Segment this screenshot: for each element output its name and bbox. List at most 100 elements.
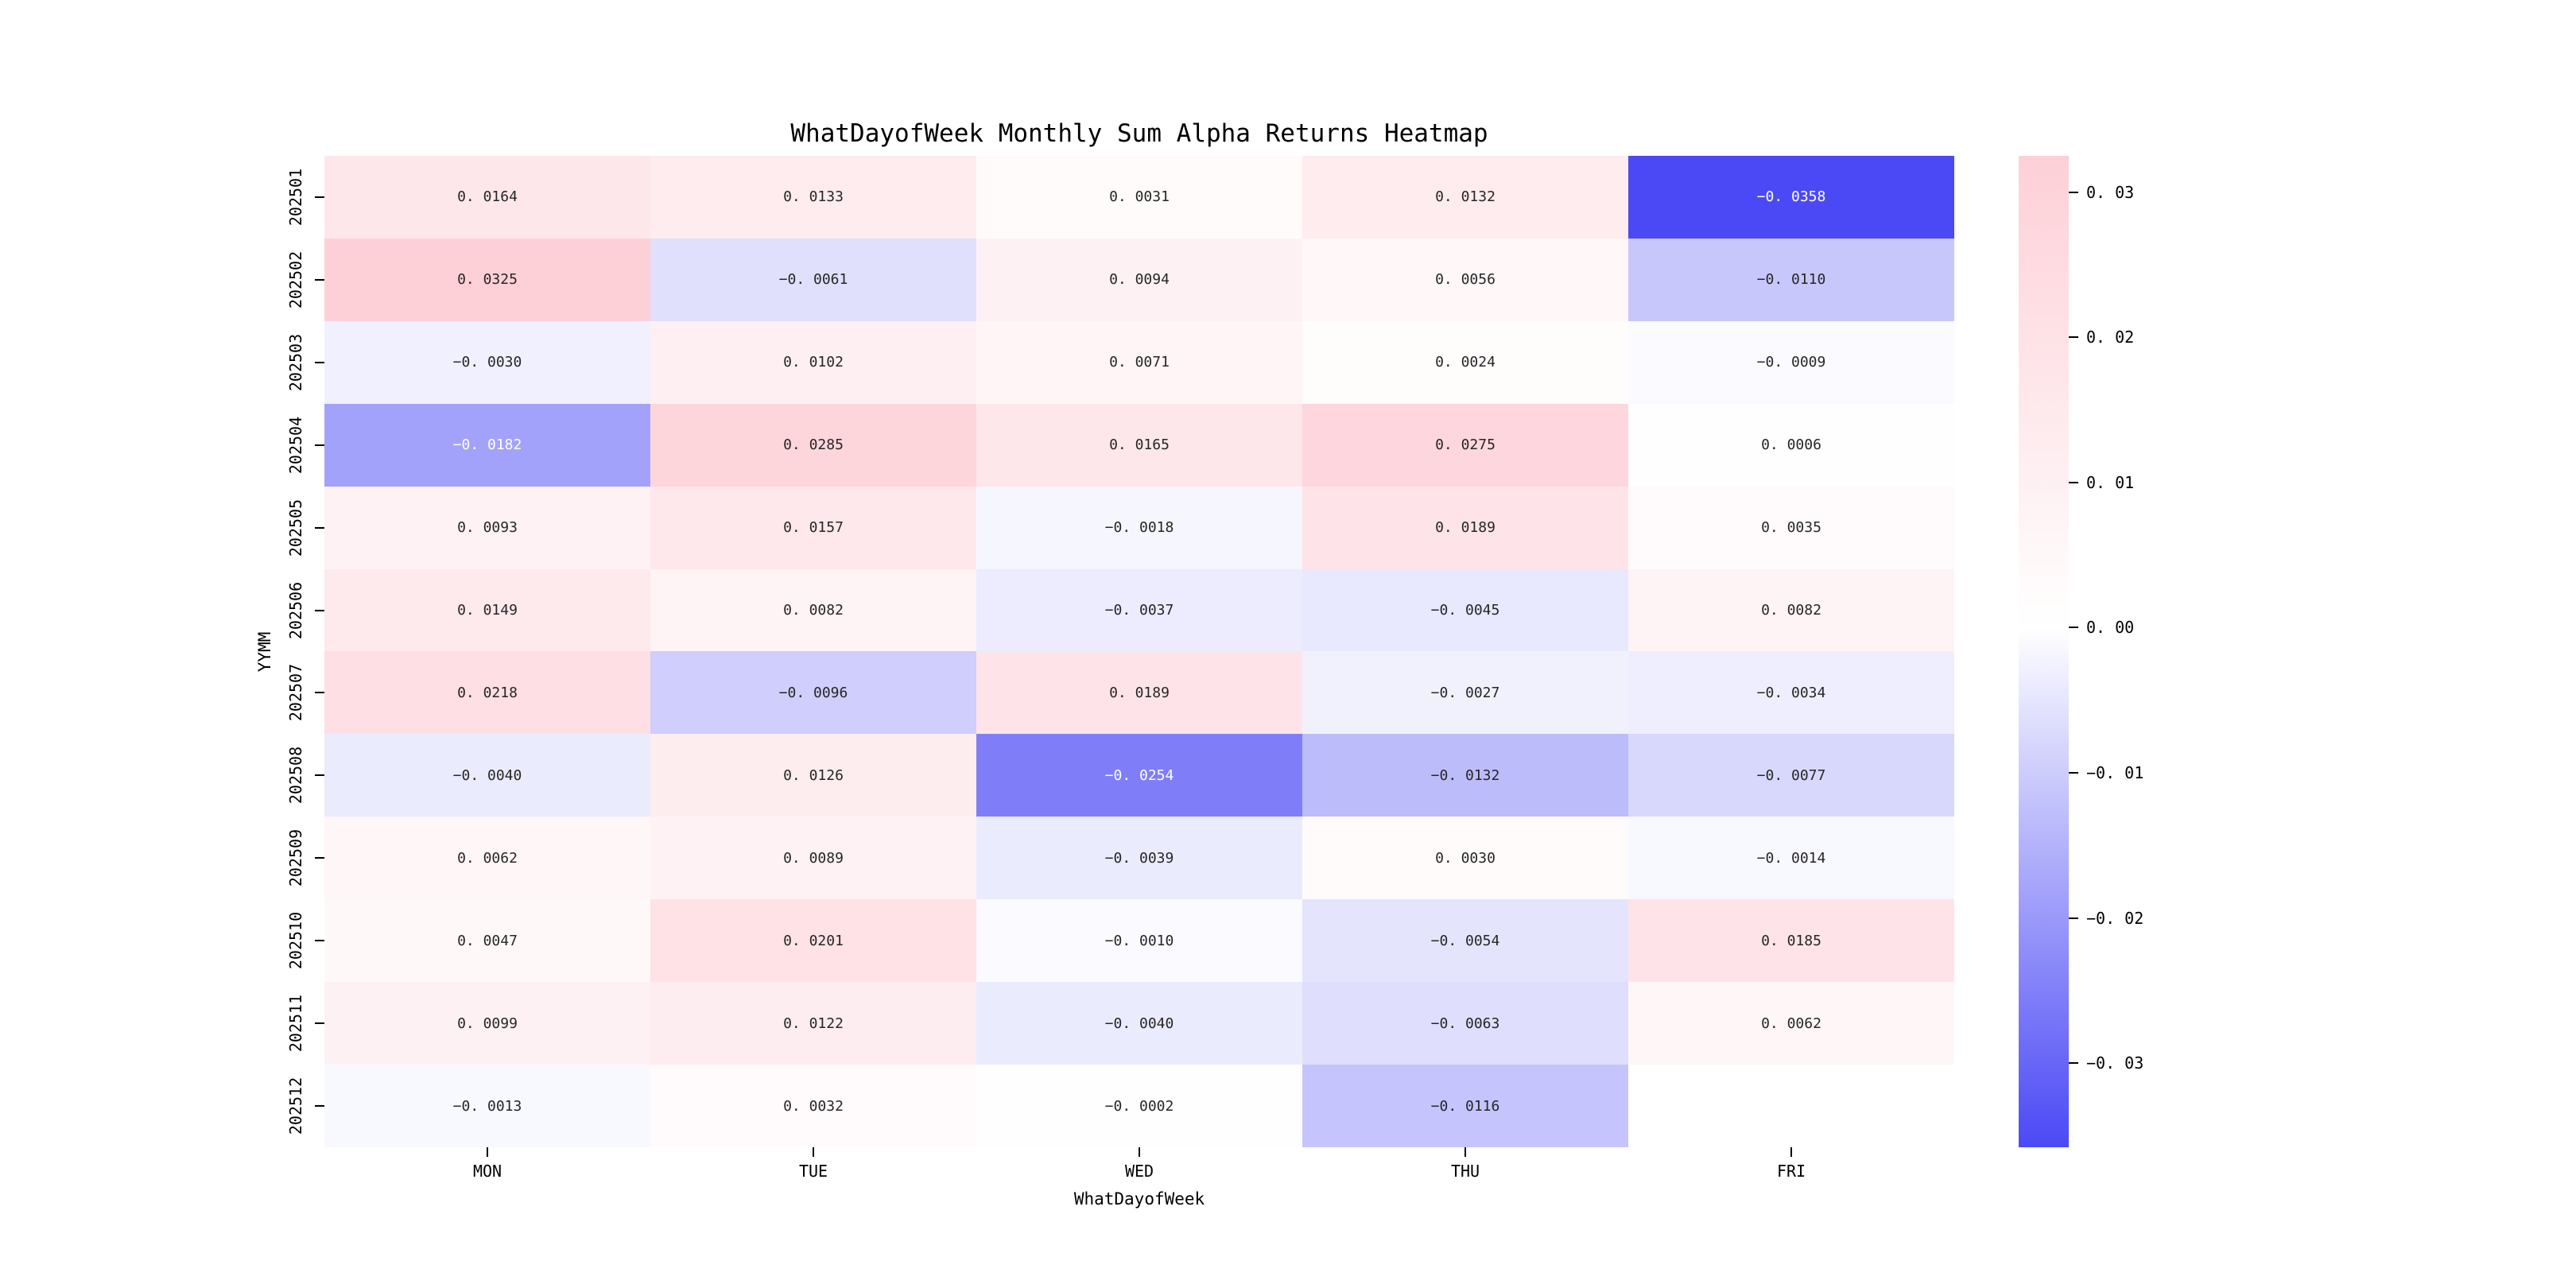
colorbar-tick-label: 0. 01	[2086, 472, 2135, 492]
cell-value: −0. 0037	[1104, 602, 1174, 619]
x-tick-label: TUE	[798, 1162, 828, 1181]
heatmap-cell: −0. 0037	[976, 568, 1302, 652]
heatmap-cell: 0. 0285	[650, 403, 976, 487]
cell-value: −0. 0132	[1430, 766, 1500, 784]
y-tick-label: 202510	[286, 912, 305, 970]
x-tick-label: WED	[1124, 1162, 1154, 1181]
cell-value: −0. 0358	[1756, 188, 1826, 206]
cell-value: −0. 0010	[1104, 932, 1174, 949]
colorbar-tickmark	[2069, 917, 2078, 919]
cell-value: 0. 0164	[457, 188, 518, 206]
y-tick-label: 202509	[286, 829, 305, 887]
heatmap-cell: −0. 0040	[976, 982, 1302, 1065]
y-tickmark	[315, 774, 324, 777]
colorbar-tickmark	[2069, 336, 2078, 339]
heatmap-cell: −0. 0182	[324, 403, 650, 487]
colorbar-tick-label: −0. 02	[2086, 908, 2144, 928]
heatmap-cell: 0. 0102	[650, 320, 976, 404]
colorbar-tickmark	[2069, 771, 2078, 774]
cell-value: −0. 0061	[778, 271, 848, 289]
heatmap-cell: 0. 0133	[650, 156, 976, 239]
y-tick-label: 202506	[286, 581, 305, 639]
cell-value: 0. 0149	[457, 602, 518, 619]
y-tickmark	[315, 444, 324, 446]
heatmap-cell: 0. 0062	[324, 817, 650, 900]
heatmap-cell: −0. 0014	[1628, 817, 1954, 900]
cell-value: −0. 0182	[452, 436, 522, 454]
cell-value: −0. 0040	[452, 766, 522, 784]
colorbar-tickmark	[2069, 191, 2078, 193]
heatmap-cell: −0. 0013	[324, 1065, 650, 1147]
cell-value: −0. 0254	[1104, 766, 1174, 784]
heatmap-grid: 0. 0164 0. 0133 0. 0031 0. 0132 −0. 0358 0. 0…	[324, 156, 1954, 1147]
cell-value: −0. 0013	[452, 1097, 522, 1115]
heatmap-cell: 0. 0122	[650, 982, 976, 1065]
y-tick-label: 202512	[286, 1077, 305, 1135]
cell-value: −0. 0045	[1430, 602, 1500, 619]
cell-value: 0. 0189	[1109, 684, 1170, 701]
heatmap-cell: 0. 0006	[1628, 403, 1954, 487]
x-tickmark	[487, 1147, 488, 1157]
cell-value: 0. 0157	[783, 519, 844, 537]
colorbar-tick-label: 0. 02	[2086, 328, 2135, 347]
heatmap-cell: 0. 0047	[324, 899, 650, 983]
y-tick-label: 202502	[286, 250, 305, 308]
heatmap-cell: 0. 0201	[650, 899, 976, 983]
cell-value: 0. 0099	[457, 1014, 518, 1032]
cell-value: −0. 0063	[1430, 1014, 1500, 1032]
cell-value: −0. 0030	[452, 354, 522, 371]
heatmap-cell: 0. 0035	[1628, 486, 1954, 569]
cell-value: 0. 0189	[1435, 519, 1496, 537]
cell-value: 0. 0062	[457, 849, 518, 867]
cell-value: 0. 0082	[783, 602, 844, 619]
heatmap-cell: 0. 0189	[1302, 486, 1628, 569]
y-tickmark	[315, 857, 324, 859]
heatmap-cell: 0. 0030	[1302, 817, 1628, 900]
heatmap-cell: 0. 0032	[650, 1065, 976, 1147]
heatmap-cell-empty	[1628, 1065, 1954, 1147]
heatmap-cell: −0. 0034	[1628, 651, 1954, 735]
cell-value: −0. 0009	[1756, 354, 1826, 371]
y-tickmark	[315, 278, 324, 281]
y-tick-label: 202501	[286, 168, 305, 227]
colorbar	[2019, 156, 2069, 1147]
colorbar-tick-label: 0. 00	[2086, 618, 2135, 638]
cell-value: 0. 0093	[457, 519, 518, 537]
x-tick-label: MON	[472, 1162, 502, 1181]
cell-value: −0. 0077	[1756, 766, 1826, 784]
cell-value: 0. 0032	[783, 1097, 844, 1115]
colorbar-tick-label: −0. 01	[2086, 762, 2144, 782]
x-tick-label: THU	[1450, 1162, 1480, 1181]
colorbar-tick-label: 0. 03	[2086, 182, 2135, 202]
heatmap-cell: 0. 0218	[324, 651, 650, 735]
cell-value: −0. 0027	[1430, 684, 1500, 701]
cell-value: 0. 0056	[1435, 271, 1496, 289]
heatmap-cell: −0. 0054	[1302, 899, 1628, 983]
heatmap-cell: −0. 0039	[976, 817, 1302, 900]
y-tickmark	[315, 692, 324, 694]
heatmap-cell: 0. 0157	[650, 486, 976, 569]
heatmap-cell: −0. 0010	[976, 899, 1302, 983]
heatmap-cell: 0. 0094	[976, 238, 1302, 321]
heatmap-cell: 0. 0126	[650, 734, 976, 817]
heatmap-cell: −0. 0045	[1302, 568, 1628, 652]
y-tickmark	[315, 196, 324, 198]
cell-value: 0. 0126	[783, 766, 844, 784]
heatmap-cell: −0. 0110	[1628, 238, 1954, 321]
heatmap-cell: 0. 0132	[1302, 156, 1628, 239]
y-tickmark	[315, 940, 324, 942]
heatmap-cell: 0. 0185	[1628, 899, 1954, 983]
heatmap-cell: −0. 0063	[1302, 982, 1628, 1065]
y-tick-label: 202505	[286, 499, 305, 557]
y-tick-label: 202507	[286, 664, 305, 722]
y-tickmark	[315, 1105, 324, 1108]
y-tick-label: 202504	[286, 416, 305, 474]
cell-value: 0. 0165	[1109, 436, 1170, 454]
heatmap-cell: 0. 0164	[324, 156, 650, 239]
heatmap-cell: −0. 0061	[650, 238, 976, 321]
cell-value: −0. 0018	[1104, 519, 1174, 537]
cell-value: 0. 0071	[1109, 354, 1170, 371]
y-tick-label: 202508	[286, 747, 305, 805]
heatmap-cell: −0. 0132	[1302, 734, 1628, 817]
